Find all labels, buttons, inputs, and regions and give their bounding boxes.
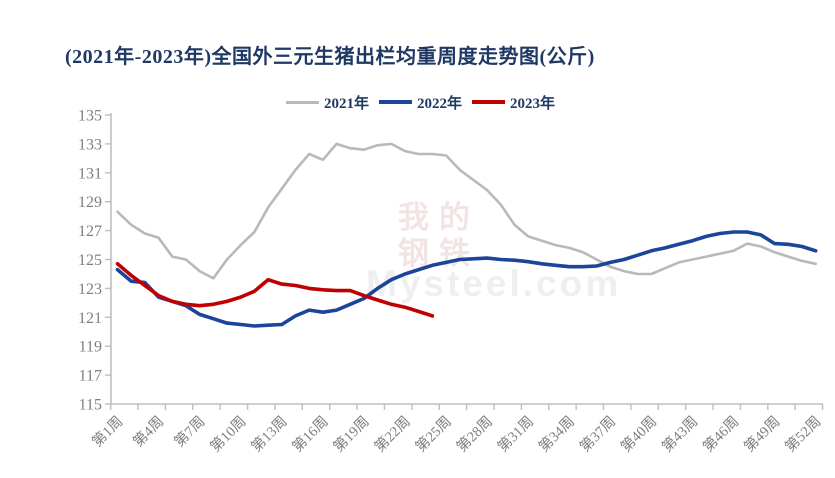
x-axis-label: 第40周 — [617, 412, 660, 455]
legend-swatch-2022 — [379, 100, 413, 104]
y-axis-label: 121 — [78, 310, 102, 327]
x-axis-label: 第28周 — [452, 412, 495, 455]
legend-swatch-2021 — [286, 100, 319, 104]
x-axis-label: 第16周 — [288, 412, 331, 455]
legend-label-2021: 2021年 — [324, 95, 370, 112]
chart-title: (2021年-2023年)全国外三元生猪出栏均重周度走势图(公斤) — [65, 46, 595, 68]
y-axis-label: 123 — [78, 281, 102, 298]
x-axis-label: 第49周 — [740, 412, 783, 455]
legend: 2021年 2022年 2023年 — [286, 92, 565, 113]
watermark-cn: 我的钢铁 — [398, 200, 480, 271]
y-axis-label: 119 — [79, 339, 102, 356]
x-axis-label: 第4周 — [129, 412, 167, 450]
x-axis-label: 第52周 — [781, 412, 824, 455]
y-axis-label: 131 — [78, 165, 102, 182]
watermark-en: Mysteel.com — [366, 263, 622, 304]
y-axis-label: 125 — [78, 252, 102, 269]
legend-label-2023: 2023年 — [510, 95, 556, 112]
y-axis-label: 127 — [78, 223, 102, 240]
legend-label-2022: 2022年 — [417, 95, 463, 112]
x-axis-label: 第37周 — [576, 412, 619, 455]
x-axis-label: 第31周 — [494, 412, 537, 455]
legend-swatch-2023 — [472, 100, 506, 104]
series-line-2021年 — [116, 142, 818, 280]
x-axis-label: 第43周 — [658, 412, 701, 455]
x-axis-label: 第22周 — [370, 412, 413, 455]
x-axis-label: 第7周 — [170, 412, 208, 450]
x-axis-label: 第13周 — [247, 412, 290, 455]
series-line-2022年 — [115, 230, 818, 328]
legend-item-2021: 2021年 — [286, 92, 369, 113]
y-axis-label: 117 — [79, 368, 102, 385]
x-axis-label: 第25周 — [411, 412, 454, 455]
y-axis-label: 115 — [79, 397, 102, 414]
y-axis-label: 133 — [78, 136, 102, 153]
legend-item-2023: 2023年 — [472, 92, 555, 113]
x-axis-label: 第19周 — [329, 412, 372, 455]
x-axis-label: 第34周 — [535, 412, 578, 455]
x-axis-label: 第46周 — [699, 412, 742, 455]
legend-item-2022: 2022年 — [379, 92, 462, 113]
y-axis-label: 135 — [78, 108, 102, 125]
y-axis-label: 129 — [78, 194, 102, 211]
x-axis-label: 第10周 — [206, 412, 249, 455]
x-axis-label: 第1周 — [88, 412, 126, 450]
series-line-2023年 — [115, 261, 435, 318]
